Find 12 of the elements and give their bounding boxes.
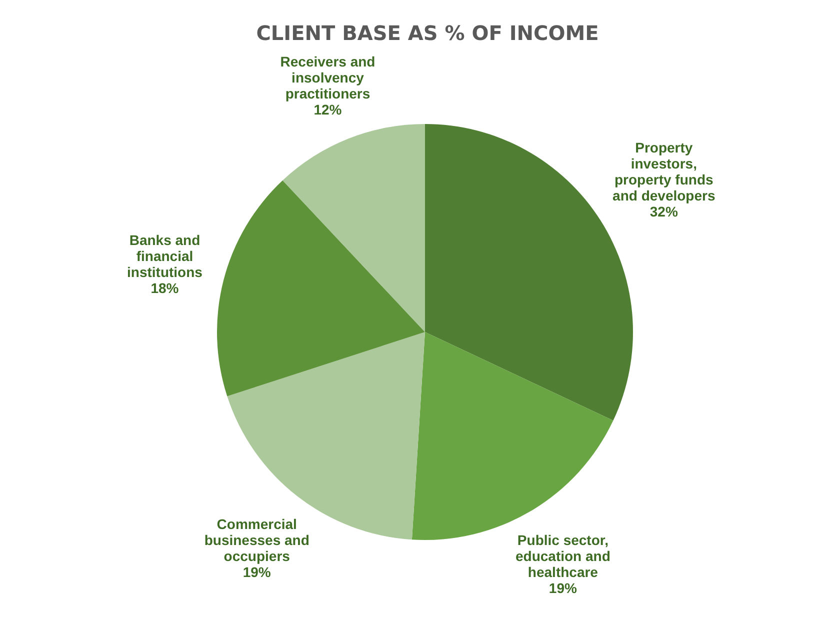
data-label: 19% xyxy=(242,564,272,580)
pie-slice xyxy=(217,180,425,396)
slice-label: Banks and financial institutions xyxy=(127,232,203,280)
data-label: 19% xyxy=(548,580,578,596)
slice-label: Property investors, property funds and developers xyxy=(612,139,716,204)
data-label: 18% xyxy=(150,280,180,296)
slice-label: Commercial businesses and occupiers xyxy=(204,516,310,564)
data-label: 12% xyxy=(314,101,342,118)
data-label: 32% xyxy=(650,203,678,220)
slice-label: Public sector, education and healthcare xyxy=(515,532,610,580)
slice-label: Receivers and insolvency practitioners xyxy=(280,53,376,102)
chart-title: CLIENT BASE AS % OF INCOME xyxy=(256,21,599,45)
